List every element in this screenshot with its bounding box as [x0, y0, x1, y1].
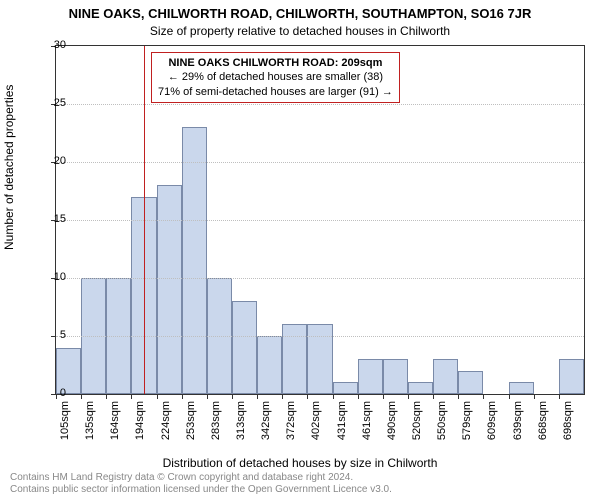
footer-text: Contains HM Land Registry data © Crown c… [10, 472, 590, 496]
xtick-mark [106, 394, 107, 399]
gridline [56, 162, 584, 163]
xtick-mark [509, 394, 510, 399]
xtick-label: 283sqm [210, 401, 222, 451]
xtick-label: 579sqm [461, 401, 473, 451]
xtick-label: 402sqm [310, 401, 322, 451]
chart-subtitle: Size of property relative to detached ho… [0, 24, 600, 38]
xtick-mark [458, 394, 459, 399]
xtick-label: 342sqm [260, 401, 272, 451]
histogram-bar [333, 382, 358, 394]
xtick-label: 520sqm [411, 401, 423, 451]
xtick-mark [383, 394, 384, 399]
xtick-label: 164sqm [109, 401, 121, 451]
histogram-bar [282, 324, 307, 394]
xtick-mark [282, 394, 283, 399]
xtick-label: 609sqm [486, 401, 498, 451]
xtick-mark [207, 394, 208, 399]
xtick-mark [81, 394, 82, 399]
footer-line1: Contains HM Land Registry data © Crown c… [10, 472, 590, 484]
histogram-bar [509, 382, 534, 394]
xtick-mark [483, 394, 484, 399]
xtick-label: 105sqm [59, 401, 71, 451]
xtick-mark [131, 394, 132, 399]
xtick-label: 313sqm [235, 401, 247, 451]
xtick-mark [182, 394, 183, 399]
xtick-mark [157, 394, 158, 399]
xtick-label: 639sqm [512, 401, 524, 451]
reference-annotation: NINE OAKS CHILWORTH ROAD: 209sqm ← 29% o… [151, 52, 400, 103]
gridline [56, 278, 584, 279]
x-axis-label: Distribution of detached houses by size … [0, 456, 600, 470]
xtick-label: 698sqm [562, 401, 574, 451]
ytick-label: 15 [36, 213, 66, 225]
histogram-bar [182, 127, 207, 394]
annotation-line1: NINE OAKS CHILWORTH ROAD: 209sqm [158, 56, 393, 70]
histogram-bar [157, 185, 182, 394]
xtick-mark [559, 394, 560, 399]
ytick-label: 0 [36, 387, 66, 399]
xtick-mark [257, 394, 258, 399]
histogram-bar [458, 371, 483, 394]
histogram-bar [307, 324, 332, 394]
histogram-bar [358, 359, 383, 394]
histogram-bar [383, 359, 408, 394]
xtick-mark [358, 394, 359, 399]
histogram-bar [433, 359, 458, 394]
xtick-mark [433, 394, 434, 399]
xtick-mark [408, 394, 409, 399]
xtick-label: 550sqm [436, 401, 448, 451]
chart-container: NINE OAKS, CHILWORTH ROAD, CHILWORTH, SO… [0, 0, 600, 500]
histogram-bar [559, 359, 584, 394]
plot-area: NINE OAKS CHILWORTH ROAD: 209sqm ← 29% o… [55, 45, 585, 395]
ytick-label: 10 [36, 271, 66, 283]
xtick-label: 194sqm [134, 401, 146, 451]
ytick-label: 25 [36, 97, 66, 109]
reference-line [144, 46, 145, 394]
xtick-mark [307, 394, 308, 399]
gridline [56, 220, 584, 221]
xtick-label: 461sqm [361, 401, 373, 451]
xtick-label: 431sqm [336, 401, 348, 451]
xtick-label: 668sqm [537, 401, 549, 451]
y-axis-label: Number of detached properties [2, 85, 16, 250]
xtick-mark [232, 394, 233, 399]
xtick-label: 372sqm [285, 401, 297, 451]
annotation-line2: ← 29% of detached houses are smaller (38… [158, 70, 393, 84]
xtick-label: 253sqm [185, 401, 197, 451]
ytick-label: 5 [36, 329, 66, 341]
footer-line2: Contains public sector information licen… [10, 484, 590, 496]
histogram-bar [232, 301, 257, 394]
xtick-mark [333, 394, 334, 399]
xtick-label: 135sqm [84, 401, 96, 451]
gridline [56, 336, 584, 337]
histogram-bar [257, 336, 282, 394]
annotation-line3: 71% of semi-detached houses are larger (… [158, 85, 393, 99]
ytick-label: 20 [36, 155, 66, 167]
page-title: NINE OAKS, CHILWORTH ROAD, CHILWORTH, SO… [0, 6, 600, 21]
xtick-mark [534, 394, 535, 399]
xtick-label: 490sqm [386, 401, 398, 451]
xtick-label: 224sqm [160, 401, 172, 451]
gridline [56, 104, 584, 105]
ytick-label: 30 [36, 39, 66, 51]
histogram-bar [408, 382, 433, 394]
